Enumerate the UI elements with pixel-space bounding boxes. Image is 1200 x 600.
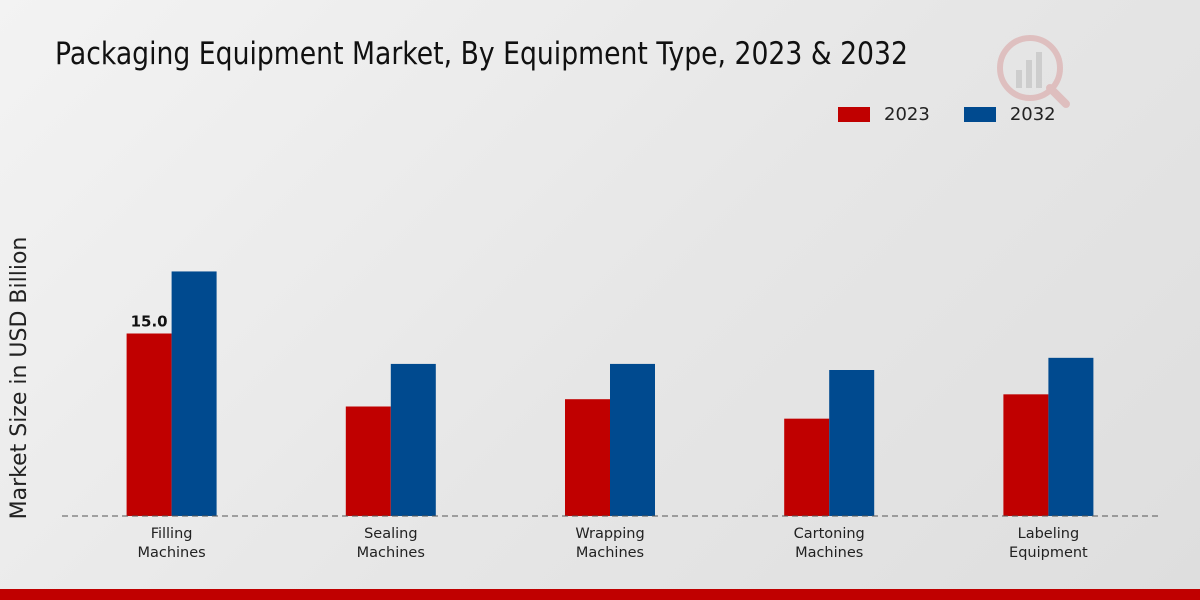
legend-item-2023: 2023 (838, 104, 930, 125)
x-tick-label: Sealing (364, 526, 417, 542)
x-tick-label: Labeling (1018, 526, 1080, 542)
legend-swatch-2032 (963, 107, 996, 122)
bar-2032-cartoning-machines (829, 370, 875, 516)
bar-2023-labeling-equipment (1003, 394, 1049, 516)
x-tick-label: Equipment (1009, 545, 1088, 561)
x-tick-label: Filling (151, 526, 193, 542)
bar-2032-filling-machines (171, 271, 217, 516)
x-tick-label: Machines (576, 545, 644, 561)
chart-title: Packaging Equipment Market, By Equipment… (55, 36, 908, 72)
y-axis-label: Market Size in USD Billion (7, 237, 32, 520)
bar-2023-filling-machines (126, 333, 172, 516)
watermark-logo-icon (997, 35, 1070, 108)
x-tick-label: Machines (357, 545, 425, 561)
x-tick-label: Machines (795, 545, 863, 561)
bar-2023-sealing-machines (345, 406, 391, 516)
bar-2023-cartoning-machines (784, 418, 830, 516)
x-tick-label: Machines (137, 545, 205, 561)
x-tick-label: Wrapping (575, 526, 644, 542)
data-label: 15.0 (131, 313, 168, 331)
bar-2032-labeling-equipment (1048, 357, 1094, 516)
bottom-accent-bar (0, 589, 1200, 600)
x-tick-label: Cartoning (794, 526, 865, 542)
legend-label-2023: 2023 (884, 104, 930, 125)
legend: 2023 2032 (838, 104, 1056, 125)
bar-2023-wrapping-machines (565, 399, 610, 516)
legend-swatch-2023 (838, 107, 870, 122)
bar-2032-wrapping-machines (610, 363, 655, 516)
legend-label-2032: 2032 (1009, 104, 1056, 125)
legend-item-2032: 2032 (963, 104, 1056, 125)
bar-2032-sealing-machines (390, 363, 436, 516)
